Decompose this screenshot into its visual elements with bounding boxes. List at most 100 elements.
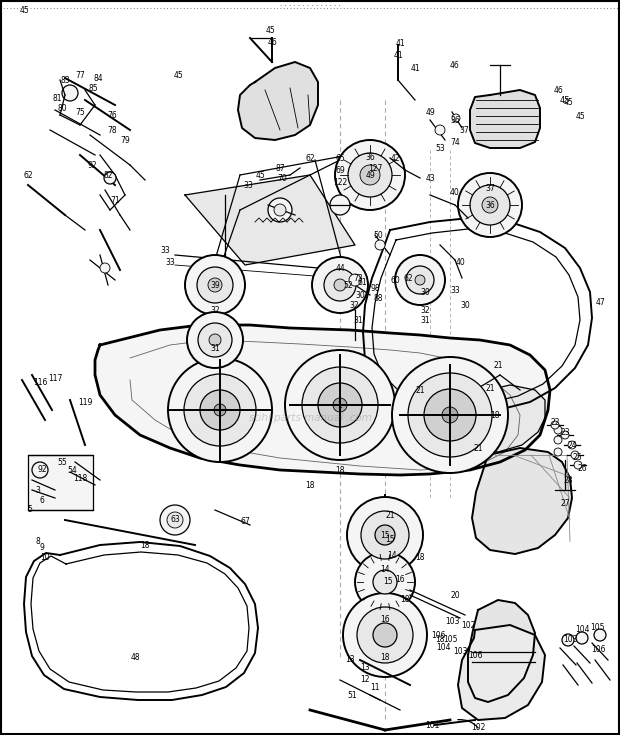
Circle shape [62,85,78,101]
Text: 46: 46 [267,37,277,46]
Text: 61: 61 [357,278,367,287]
Text: 51: 51 [347,690,357,700]
Text: 18: 18 [380,653,390,662]
Text: 24: 24 [567,440,577,450]
Text: 103: 103 [453,648,467,656]
Text: 27: 27 [560,498,570,507]
Circle shape [312,257,368,313]
Text: 106: 106 [431,631,445,639]
Text: 62: 62 [403,273,413,282]
Text: 46: 46 [450,60,460,70]
Circle shape [568,441,576,449]
Circle shape [554,448,562,456]
Circle shape [32,462,48,478]
Circle shape [318,383,362,427]
Text: 32: 32 [420,306,430,315]
Text: 76: 76 [107,110,117,120]
Text: 45: 45 [255,171,265,179]
Text: 18: 18 [305,481,315,490]
Text: 62: 62 [305,154,315,162]
Text: 36: 36 [365,152,375,162]
Circle shape [200,390,240,430]
Circle shape [209,334,221,346]
Circle shape [373,570,397,594]
Circle shape [197,267,233,303]
Circle shape [214,404,226,416]
Circle shape [574,461,582,469]
Circle shape [392,357,508,473]
Text: 119: 119 [78,398,92,406]
Text: 18: 18 [435,636,445,645]
Text: 21: 21 [385,511,395,520]
Text: 74: 74 [450,137,460,146]
Text: 18: 18 [401,595,410,604]
Text: 102: 102 [461,620,475,629]
Text: 81: 81 [52,93,62,102]
Text: 30: 30 [355,290,365,299]
Text: 78: 78 [107,126,117,135]
Text: 30: 30 [460,301,470,309]
Circle shape [268,198,292,222]
Text: 33: 33 [165,257,175,267]
Circle shape [375,240,385,250]
Text: 15: 15 [383,578,393,587]
Circle shape [554,436,562,444]
Polygon shape [472,448,572,554]
Text: 14: 14 [380,565,390,575]
Text: 49: 49 [365,171,375,179]
Circle shape [168,358,272,462]
Circle shape [424,389,476,441]
Text: 41: 41 [395,38,405,48]
Text: 16: 16 [380,615,390,625]
Polygon shape [95,325,550,475]
Text: 40: 40 [455,257,465,267]
Text: 52: 52 [343,281,353,290]
Circle shape [100,263,110,273]
Text: 67: 67 [240,517,250,526]
Text: 77: 77 [75,71,85,79]
Text: 41: 41 [393,51,403,60]
Text: 37: 37 [485,184,495,193]
Text: 127: 127 [368,163,382,173]
Text: 39: 39 [210,281,220,290]
Text: 44: 44 [335,264,345,273]
Text: 104: 104 [436,644,450,653]
Text: stihl parts manual .com: stihl parts manual .com [249,413,371,423]
Text: 41: 41 [410,63,420,73]
Text: 79: 79 [120,135,130,145]
Text: 45: 45 [173,71,183,79]
Text: 75: 75 [75,107,85,117]
Text: 82: 82 [104,171,113,179]
Text: 36: 36 [485,201,495,209]
Text: 42: 42 [390,154,400,162]
Circle shape [208,278,222,292]
Text: 70: 70 [277,173,287,182]
Circle shape [167,512,183,528]
Circle shape [285,350,395,460]
Text: 85: 85 [88,84,98,93]
Circle shape [554,426,562,434]
Text: 45: 45 [265,26,275,35]
Text: · · · · · · · · · · · · · ·: · · · · · · · · · · · · · · [280,3,340,9]
Text: 30: 30 [420,287,430,296]
Text: 32: 32 [210,306,220,315]
Circle shape [482,197,498,213]
Text: 25: 25 [572,453,582,462]
Text: 45: 45 [20,5,30,15]
Circle shape [324,269,356,301]
Text: 106: 106 [591,645,605,654]
Circle shape [442,407,458,423]
Circle shape [561,431,569,439]
Text: 33: 33 [450,285,460,295]
Circle shape [333,398,347,412]
Text: 54: 54 [67,465,77,475]
Text: 101: 101 [425,720,439,730]
Circle shape [187,312,243,368]
Text: 84: 84 [93,74,103,82]
Circle shape [349,274,361,286]
Text: 47: 47 [595,298,605,306]
Text: 116: 116 [33,378,47,387]
Polygon shape [468,385,545,452]
Circle shape [373,623,397,647]
Text: 106: 106 [467,650,482,659]
